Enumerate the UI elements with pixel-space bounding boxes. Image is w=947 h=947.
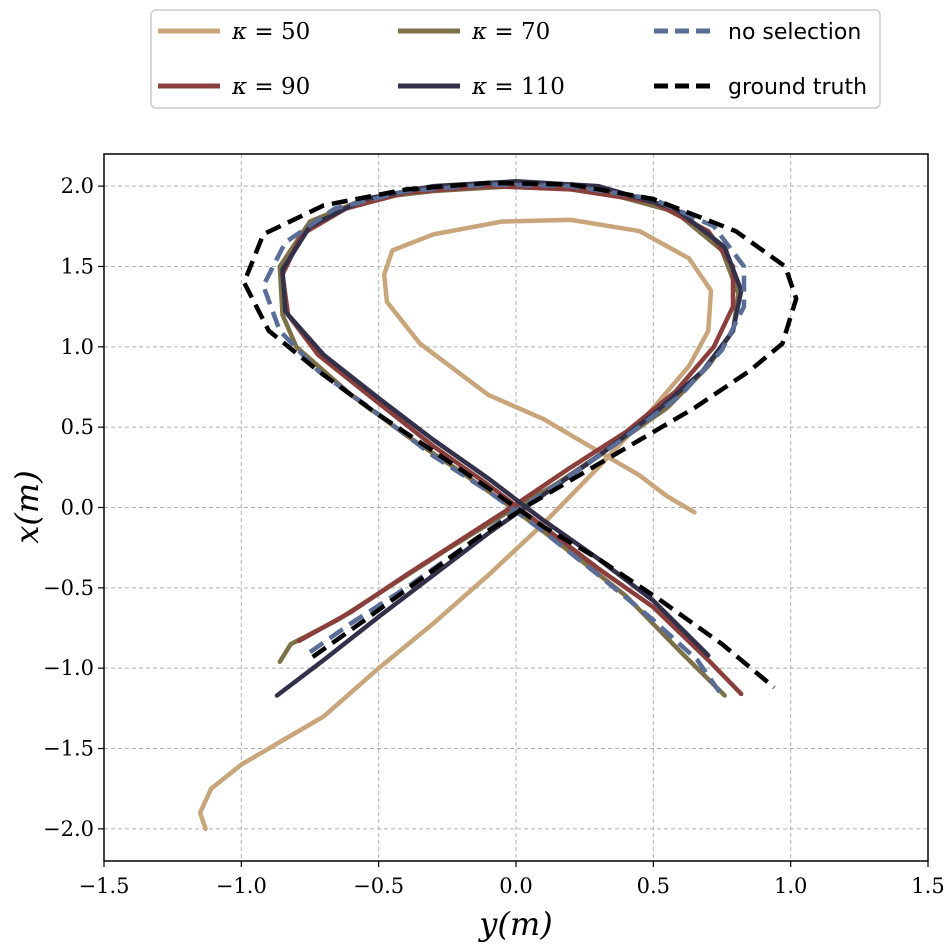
legend-label-3: κ = 90	[231, 74, 310, 100]
y-tick-label: 2.0	[61, 174, 94, 198]
series-line-3	[274, 179, 744, 698]
x-tick-label: 1.0	[774, 874, 807, 898]
x-tick-label: −1.0	[216, 874, 267, 898]
y-tick-label: −2.0	[43, 817, 94, 841]
series-line-4	[261, 182, 747, 697]
x-tick-label: −0.5	[353, 874, 404, 898]
legend-value: 90	[281, 74, 310, 100]
legend-label-2: no selection	[728, 20, 861, 45]
y-tick-label: −0.5	[43, 576, 94, 600]
legend-value: 70	[521, 19, 550, 45]
legend-label-0: κ = 50	[231, 19, 310, 45]
x-tick-label: 0.5	[637, 874, 670, 898]
x-tick-label: 0.0	[499, 874, 532, 898]
legend-eq: =	[487, 74, 521, 100]
x-ticks: −1.5 −1.0 −0.5 0.0 0.5 1.0 1.5	[79, 861, 945, 898]
y-tick-label: 0.0	[61, 496, 94, 520]
legend-var: κ	[231, 19, 247, 45]
legend-label-5: ground truth	[728, 75, 867, 100]
legend-eq: =	[247, 74, 281, 100]
legend-var: κ	[471, 19, 487, 45]
legend-value: 50	[281, 19, 310, 45]
series-line-0	[197, 217, 714, 832]
legend-var: κ	[231, 74, 247, 100]
series-group	[197, 179, 799, 832]
y-tick-label: 0.5	[61, 415, 94, 439]
legend-value: 110	[521, 74, 565, 100]
x-axis-label: y(m)	[477, 905, 552, 943]
legend-eq: =	[487, 19, 521, 45]
y-tick-label: −1.0	[43, 656, 94, 680]
y-axis-label: x(m)	[8, 470, 46, 543]
legend-eq: =	[247, 19, 281, 45]
legend-label-4: κ = 110	[471, 74, 565, 100]
y-tick-label: −1.5	[43, 737, 94, 761]
x-tick-label: −1.5	[79, 874, 130, 898]
x-tick-label: 1.5	[911, 874, 944, 898]
legend-label-1: κ = 70	[471, 19, 550, 45]
legend-var: κ	[471, 74, 487, 100]
y-tick-label: 1.0	[61, 335, 94, 359]
y-tick-label: 1.5	[61, 254, 94, 278]
series-line-5	[241, 180, 799, 690]
y-ticks: −2.0 −1.5 −1.0 −0.5 0.0 0.5 1.0 1.5 2.0	[43, 174, 104, 841]
